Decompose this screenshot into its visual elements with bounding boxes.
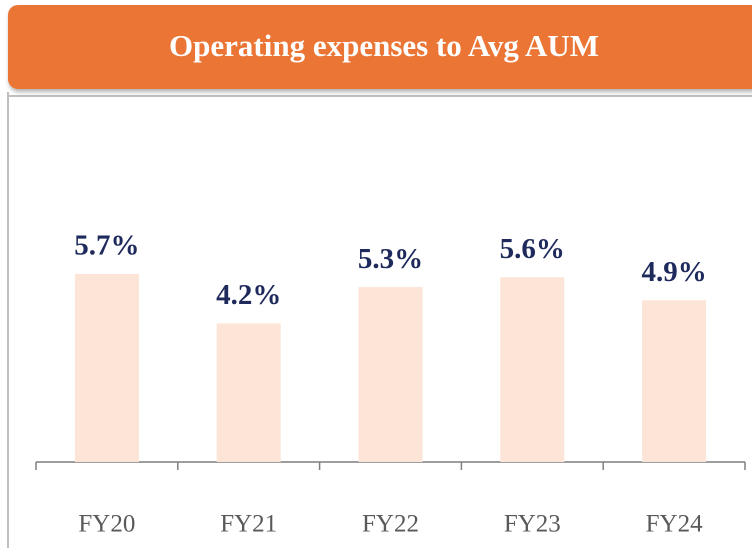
data-label: 5.3%: [358, 243, 423, 275]
x-tick-label: FY24: [646, 511, 703, 538]
data-label: 4.2%: [216, 279, 281, 311]
data-label: 4.9%: [641, 256, 706, 288]
chart-title: Operating expenses to Avg AUM: [169, 28, 599, 63]
bar: [216, 323, 281, 462]
bar: [74, 273, 139, 462]
data-label: 5.6%: [500, 233, 565, 265]
data-label: 5.7%: [74, 230, 139, 262]
x-tick-label: FY23: [504, 511, 561, 538]
title-banner: [8, 5, 752, 89]
bar: [358, 287, 423, 462]
x-tick-label: FY21: [220, 511, 277, 538]
bar: [500, 277, 565, 462]
x-tick-label: FY20: [78, 511, 135, 538]
bar: [642, 300, 707, 462]
x-tick-label: FY22: [362, 511, 419, 538]
